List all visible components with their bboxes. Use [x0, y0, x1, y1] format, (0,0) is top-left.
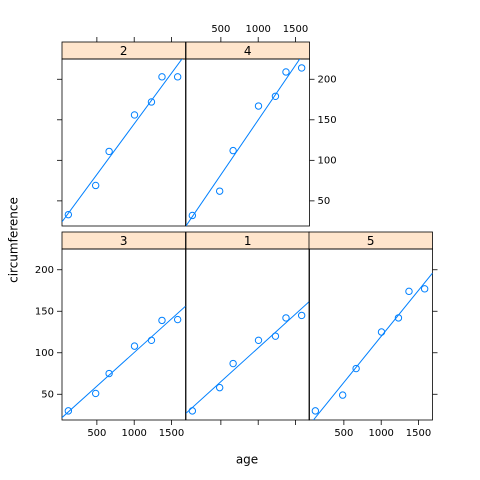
point: [311, 407, 320, 415]
x-tick-label: 1500: [159, 428, 184, 439]
point: [377, 328, 386, 336]
strip-label: 5: [367, 234, 375, 248]
strip-label: 3: [120, 234, 128, 248]
x-tick-label: 1500: [406, 428, 431, 439]
panel: [185, 58, 310, 227]
point: [352, 364, 360, 373]
strip-label: 4: [244, 44, 252, 58]
point: [64, 407, 73, 415]
regression-line: [186, 59, 301, 226]
x-axis-label: age: [236, 453, 258, 467]
x-tick-label: 500: [87, 428, 106, 439]
point: [64, 210, 73, 219]
y-tick-label: 200: [35, 265, 54, 276]
point: [105, 147, 113, 156]
point: [147, 336, 156, 345]
y-tick-label: 50: [318, 196, 331, 207]
point: [420, 285, 429, 293]
y-tick-label: 150: [318, 115, 337, 126]
point: [105, 369, 113, 378]
point: [130, 342, 139, 350]
panel: [185, 248, 310, 421]
x-tick-label: 500: [211, 24, 230, 35]
x-tick-label: 1000: [245, 24, 270, 35]
point: [188, 211, 197, 220]
strip-label: 1: [244, 234, 252, 248]
point: [282, 314, 290, 322]
x-tick-label: 500: [334, 428, 353, 439]
point: [215, 187, 224, 195]
point: [271, 92, 280, 100]
regression-line: [186, 301, 310, 414]
point: [173, 315, 182, 324]
point: [394, 314, 403, 322]
point: [271, 332, 280, 340]
strip-label: 2: [120, 44, 128, 58]
point: [130, 111, 139, 119]
y-tick-label: 200: [318, 74, 337, 85]
regression-line: [312, 272, 433, 420]
x-tick-label: 1500: [283, 24, 308, 35]
point: [297, 311, 306, 320]
point: [254, 102, 263, 110]
regression-line: [62, 59, 183, 223]
panel: [308, 248, 433, 421]
y-axis-label: circumference: [7, 197, 21, 283]
point: [215, 383, 224, 392]
point: [188, 407, 197, 415]
point: [173, 73, 182, 81]
panel: [61, 248, 186, 421]
point: [254, 336, 263, 345]
point: [158, 73, 166, 81]
point: [405, 287, 413, 296]
point: [91, 181, 100, 190]
y-tick-label: 100: [35, 348, 54, 359]
y-tick-label: 100: [318, 155, 337, 166]
panel: [61, 58, 186, 227]
y-tick-label: 150: [35, 306, 54, 317]
point: [147, 98, 156, 106]
point: [229, 146, 237, 155]
y-tick-label: 50: [41, 389, 54, 400]
x-tick-label: 1000: [368, 428, 393, 439]
x-tick-label: 1000: [121, 428, 146, 439]
point: [229, 359, 237, 368]
point: [282, 68, 290, 76]
point: [158, 316, 166, 325]
point: [91, 389, 100, 398]
regression-line: [62, 305, 186, 418]
point: [338, 391, 347, 399]
point: [297, 64, 306, 72]
